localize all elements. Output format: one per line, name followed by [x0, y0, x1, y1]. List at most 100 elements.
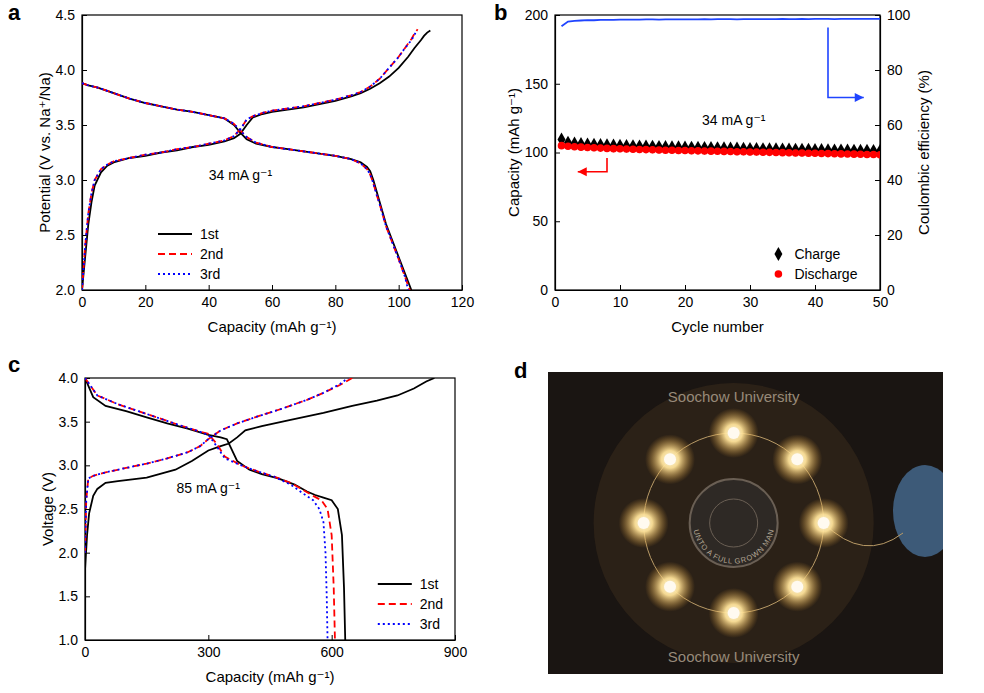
- data-point: [577, 143, 585, 151]
- tick-label: 2.0: [56, 282, 76, 298]
- data-point: [785, 149, 793, 157]
- tick-label: 3.0: [56, 172, 76, 188]
- tick-label: 50: [532, 213, 548, 229]
- legend-entry: 3rd: [378, 616, 440, 632]
- wire-ring: [644, 433, 824, 613]
- legend-entry: 3rd: [158, 266, 220, 282]
- bulb-glow: [772, 562, 822, 612]
- data-point: [792, 149, 800, 157]
- tick: 40: [875, 172, 903, 188]
- panel-letter: d: [514, 358, 527, 383]
- tick-label: 40: [887, 172, 903, 188]
- tick-mark: [685, 285, 686, 290]
- tick-mark: [555, 153, 560, 154]
- data-point: [584, 144, 592, 152]
- photo-background: [548, 372, 943, 674]
- tick: 3.5: [59, 414, 90, 430]
- tick-mark: [555, 221, 560, 222]
- axis: 020406080100120: [79, 285, 475, 310]
- photo-text: Soochow University: [668, 648, 800, 665]
- plot-area: [82, 29, 430, 290]
- tick: 10: [613, 285, 629, 310]
- bulb: [664, 581, 676, 593]
- data-point: [844, 150, 852, 158]
- series-line: [82, 32, 416, 291]
- tick-label: 10: [613, 294, 629, 310]
- x-axis-title: Capacity (mAh g⁻¹): [206, 668, 335, 685]
- tick-label: 900: [444, 644, 468, 660]
- tick: 30: [743, 285, 759, 310]
- data-point: [766, 149, 774, 157]
- data-point: [779, 149, 787, 157]
- data-point: [811, 150, 819, 158]
- data-point: [850, 150, 858, 158]
- axis-line: [86, 640, 456, 641]
- tick-label: 60: [265, 294, 281, 310]
- tick: 3.0: [56, 172, 87, 188]
- legend-entry: 2nd: [378, 596, 443, 612]
- tick-mark: [555, 290, 560, 291]
- data-point: [759, 148, 767, 156]
- tick-label: 100: [387, 294, 411, 310]
- tick: 1.0: [59, 632, 90, 648]
- tick: 4.0: [59, 370, 90, 386]
- tick-label: 2.0: [59, 545, 79, 561]
- tick: 150: [525, 76, 560, 92]
- glove: [893, 465, 943, 557]
- legend: 1st2nd3rd: [158, 226, 223, 282]
- legend-entry: 1st: [378, 576, 439, 592]
- axis: 020406080100: [875, 7, 911, 298]
- tick: 2.5: [56, 227, 87, 243]
- tick: 40: [808, 285, 824, 310]
- tick: 4.0: [56, 62, 87, 78]
- bulb-glow: [709, 588, 759, 638]
- tick-label: 20: [678, 294, 694, 310]
- tick: 40: [201, 285, 217, 310]
- data-point: [649, 146, 657, 154]
- tick-mark: [875, 290, 880, 291]
- bulb-glow: [619, 498, 669, 548]
- tick-mark: [332, 635, 333, 640]
- x-axis-title: Capacity (mAh g⁻¹): [208, 318, 337, 335]
- tick-label: 1.5: [59, 588, 79, 604]
- tick: 120: [451, 285, 475, 310]
- tick-mark: [815, 285, 816, 290]
- data-point: [727, 148, 735, 156]
- y-axis-title: Voltage (V): [39, 472, 56, 546]
- data-point: [857, 151, 865, 159]
- plot-frame: [555, 15, 880, 290]
- tick: 300: [197, 635, 221, 660]
- bulb-glow: [645, 434, 695, 484]
- legend-label: Charge: [794, 246, 840, 262]
- tick-label: 80: [328, 294, 344, 310]
- tick-label: 60: [887, 117, 903, 133]
- tick-mark: [875, 180, 880, 181]
- tick-mark: [85, 640, 90, 641]
- plot-area: [558, 19, 880, 159]
- data-point: [597, 144, 605, 152]
- series-line: [85, 378, 434, 640]
- tick-label: 80: [887, 62, 903, 78]
- data-point: [707, 147, 715, 155]
- annotation: 34 mA g⁻¹: [209, 167, 273, 183]
- bulb-glow: [645, 562, 695, 612]
- tick: 600: [320, 635, 344, 660]
- legend-swatch: [378, 623, 412, 625]
- tick-label: 4.0: [59, 370, 79, 386]
- tick-label: 0: [82, 644, 90, 660]
- tick-mark: [875, 235, 880, 236]
- tick: 100: [875, 7, 911, 23]
- tick-mark: [145, 285, 146, 290]
- bulb-glow: [772, 434, 822, 484]
- plot-frame: [85, 378, 455, 640]
- legend-label: 3rd: [420, 616, 440, 632]
- axis: 050100150200: [525, 7, 560, 298]
- plot-frame: [82, 15, 462, 290]
- x-axis-title: Cycle number: [671, 318, 764, 335]
- panel-letter: a: [8, 0, 21, 25]
- tick-label: 0: [887, 282, 895, 298]
- data-point: [636, 146, 644, 154]
- tick: 100: [525, 144, 560, 160]
- data-point: [655, 146, 663, 154]
- bulb-glow: [799, 498, 849, 548]
